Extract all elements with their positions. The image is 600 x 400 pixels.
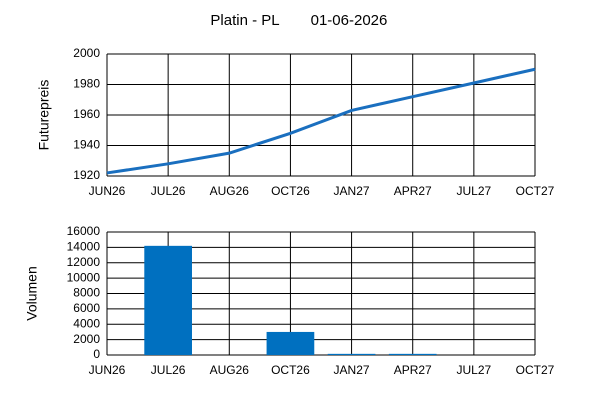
y-tick-label: 16000 <box>67 224 101 238</box>
chart-date: 01-06-2026 <box>311 12 388 29</box>
y-tick-label: 1920 <box>73 168 100 182</box>
bar <box>266 331 315 355</box>
x-tick-label: JUN26 <box>89 363 126 377</box>
y-axis-title: Futurepreis <box>36 80 52 151</box>
bar <box>388 353 437 355</box>
y-tick-label: 2000 <box>73 332 100 346</box>
x-tick-label: JUL26 <box>151 184 186 198</box>
x-tick-label: JUL27 <box>457 184 492 198</box>
y-tick-label: 8000 <box>73 286 100 300</box>
y-tick-label: 1940 <box>73 138 100 152</box>
y-tick-label: 0 <box>93 347 100 361</box>
y-tick-label: 12000 <box>67 255 101 269</box>
bar <box>144 245 192 355</box>
y-tick-label: 14000 <box>67 240 101 254</box>
x-tick-label: APR27 <box>394 363 432 377</box>
x-tick-label: JUL27 <box>457 363 492 377</box>
x-tick-label: JAN27 <box>334 363 370 377</box>
bar <box>327 353 376 355</box>
x-tick-label: AUG26 <box>210 184 250 198</box>
x-tick-label: OCT26 <box>271 184 310 198</box>
x-tick-label: OCT26 <box>271 363 310 377</box>
y-tick-label: 6000 <box>73 301 100 315</box>
line <box>106 67 536 175</box>
x-tick-label: OCT27 <box>516 184 555 198</box>
y-tick-label: 2000 <box>73 46 100 60</box>
y-tick-label: 1980 <box>73 77 100 91</box>
chart-title: Platin - PL <box>210 12 279 29</box>
x-tick-label: JAN27 <box>334 184 370 198</box>
y-tick-label: 1960 <box>73 107 100 121</box>
x-tick-label: JUL26 <box>151 363 186 377</box>
x-tick-label: AUG26 <box>210 363 250 377</box>
x-tick-label: JUN26 <box>89 184 126 198</box>
y-tick-label: 4000 <box>73 316 100 330</box>
x-tick-label: APR27 <box>394 184 432 198</box>
y-tick-label: 10000 <box>67 270 101 284</box>
x-tick-label: OCT27 <box>516 363 555 377</box>
y-axis-title: Volumen <box>24 266 40 320</box>
